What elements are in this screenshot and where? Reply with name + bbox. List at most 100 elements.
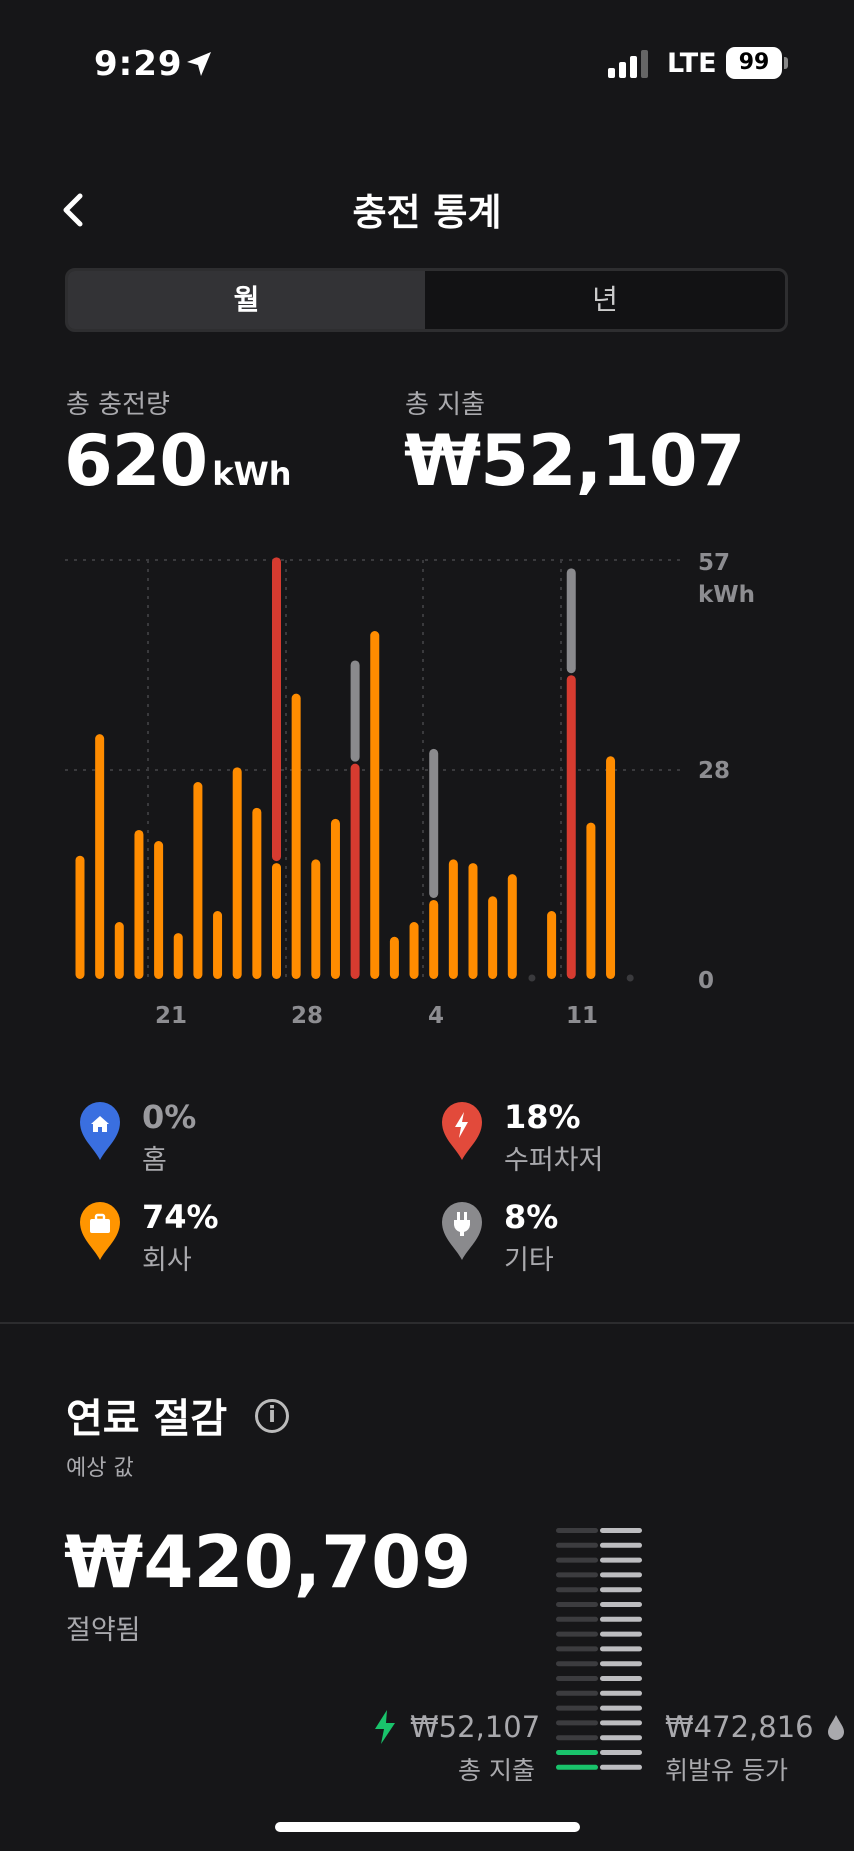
- bar-6-work: [193, 782, 203, 979]
- total-energy: 620 kWh: [64, 420, 292, 502]
- gas-stack-segment: [600, 1676, 642, 1681]
- saved-amount: ₩420,709: [64, 1520, 472, 1604]
- bar-3-work: [134, 829, 144, 979]
- bar-16-work: [389, 936, 399, 979]
- gas-stack-segment: [600, 1572, 642, 1578]
- bar-18-work: [429, 899, 439, 979]
- battery-nub: [784, 57, 788, 69]
- saved-label: 절약됨: [66, 1615, 141, 1646]
- gas-stack-segment: [600, 1557, 642, 1563]
- bar-11-work: [291, 693, 301, 979]
- gas-stack-segment: [600, 1720, 642, 1726]
- y-tick-zero: 0: [698, 968, 714, 994]
- spent-stack-segment: [556, 1705, 598, 1711]
- gas-stack-segment: [600, 1764, 642, 1770]
- bar-20-work: [468, 863, 478, 979]
- bar-empty-28: [626, 974, 634, 982]
- spent-stack-segment: [556, 1542, 598, 1548]
- gas-stack-segment: [600, 1631, 642, 1637]
- total-cost-value: ₩52,107: [404, 420, 745, 502]
- fuel-savings-title: 연료 절감: [66, 1396, 228, 1442]
- tab-month[interactable]: 월: [68, 271, 425, 329]
- network-type: LTE: [667, 48, 717, 79]
- bar-7-work: [213, 911, 223, 979]
- bar-15-work: [370, 631, 380, 979]
- spent-stack-segment: [556, 1750, 598, 1755]
- location-arrow-icon: [187, 52, 211, 76]
- bar-8-work: [232, 767, 242, 979]
- bar-19-work: [448, 859, 458, 979]
- home-indicator: [275, 1822, 580, 1832]
- back-chevron-icon[interactable]: [58, 190, 88, 230]
- bar-12-work: [311, 859, 321, 979]
- y-tick-mid: 28: [698, 758, 730, 784]
- estimate-label: 예상 값: [66, 1456, 134, 1481]
- x-tick-4: 4: [428, 1003, 444, 1029]
- bar-17-work: [409, 922, 419, 979]
- spent-stack-segment: [556, 1587, 598, 1593]
- bar-empty-23: [528, 974, 536, 982]
- bar-14-other: [350, 660, 360, 762]
- legend-percent: 18%: [504, 1098, 581, 1136]
- gas-equivalent-value: ₩472,816: [665, 1710, 814, 1744]
- legend-percent: 74%: [142, 1198, 219, 1236]
- bar-22-work: [507, 874, 517, 979]
- info-icon[interactable]: i: [255, 1399, 289, 1433]
- gas-stack-segment: [600, 1735, 642, 1741]
- spent-stack-segment: [556, 1690, 598, 1696]
- bar-26-work: [586, 822, 596, 979]
- legend-label: 홈: [142, 1145, 167, 1176]
- gas-stack-segment: [600, 1690, 642, 1696]
- plug-icon: [442, 1202, 482, 1260]
- fuel-drop-icon: [828, 1715, 844, 1740]
- fuel-comparison-graphic: [556, 1528, 642, 1770]
- bar-18-other: [429, 748, 439, 898]
- bar-1-work: [95, 734, 105, 979]
- gas-stack-segment: [600, 1528, 642, 1533]
- battery-icon: 99: [726, 47, 782, 79]
- spent-stack-segment: [556, 1676, 598, 1681]
- bar-9-work: [252, 807, 262, 979]
- total-cost-label: 총 지출: [405, 390, 486, 420]
- gas-stack-segment: [600, 1616, 642, 1622]
- spent-stack-segment: [556, 1602, 598, 1607]
- section-divider: [0, 1322, 854, 1324]
- y-tick-max: 57: [698, 550, 730, 576]
- x-tick-11: 11: [566, 1003, 598, 1029]
- spent-stack-segment: [556, 1616, 598, 1622]
- spent-stack-segment: [556, 1720, 598, 1726]
- spent-stack-segment: [556, 1646, 598, 1652]
- gas-stack-segment: [600, 1646, 642, 1652]
- gas-stack-segment: [600, 1542, 642, 1548]
- tab-year[interactable]: 년: [425, 271, 785, 329]
- spent-label: 총 지출: [458, 1756, 535, 1785]
- bar-14-supercharger: [350, 763, 360, 979]
- y-tick-unit: kWh: [698, 582, 755, 608]
- gas-stack-segment: [600, 1661, 642, 1667]
- signal-icon: [608, 50, 648, 78]
- legend-percent: 8%: [504, 1198, 559, 1236]
- bar-25-supercharger: [566, 675, 576, 979]
- total-energy-value: 620: [64, 420, 208, 502]
- spent-stack-segment: [556, 1557, 598, 1563]
- gas-stack-segment: [600, 1750, 642, 1755]
- bar-5-work: [173, 933, 183, 979]
- status-time: 9:29: [94, 44, 183, 84]
- lightning-icon: [375, 1710, 395, 1744]
- x-tick-21: 21: [155, 1003, 187, 1029]
- house-icon: [80, 1102, 120, 1160]
- spent-stack-segment: [556, 1631, 598, 1637]
- spent-stack-segment: [556, 1528, 598, 1533]
- spent-stack-segment: [556, 1764, 598, 1770]
- spent-stack-segment: [556, 1735, 598, 1741]
- x-tick-28: 28: [291, 1003, 323, 1029]
- bar-25-other: [566, 568, 576, 674]
- bar-10-work: [272, 863, 281, 979]
- bar-10-supercharger: [272, 557, 281, 862]
- legend-percent: 0%: [142, 1098, 197, 1136]
- bar-21-work: [488, 896, 498, 979]
- page-title: 충전 통계: [352, 191, 502, 234]
- total-energy-label: 총 충전량: [66, 390, 170, 420]
- legend-label: 회사: [142, 1245, 192, 1276]
- legend-label: 수퍼차저: [504, 1145, 604, 1176]
